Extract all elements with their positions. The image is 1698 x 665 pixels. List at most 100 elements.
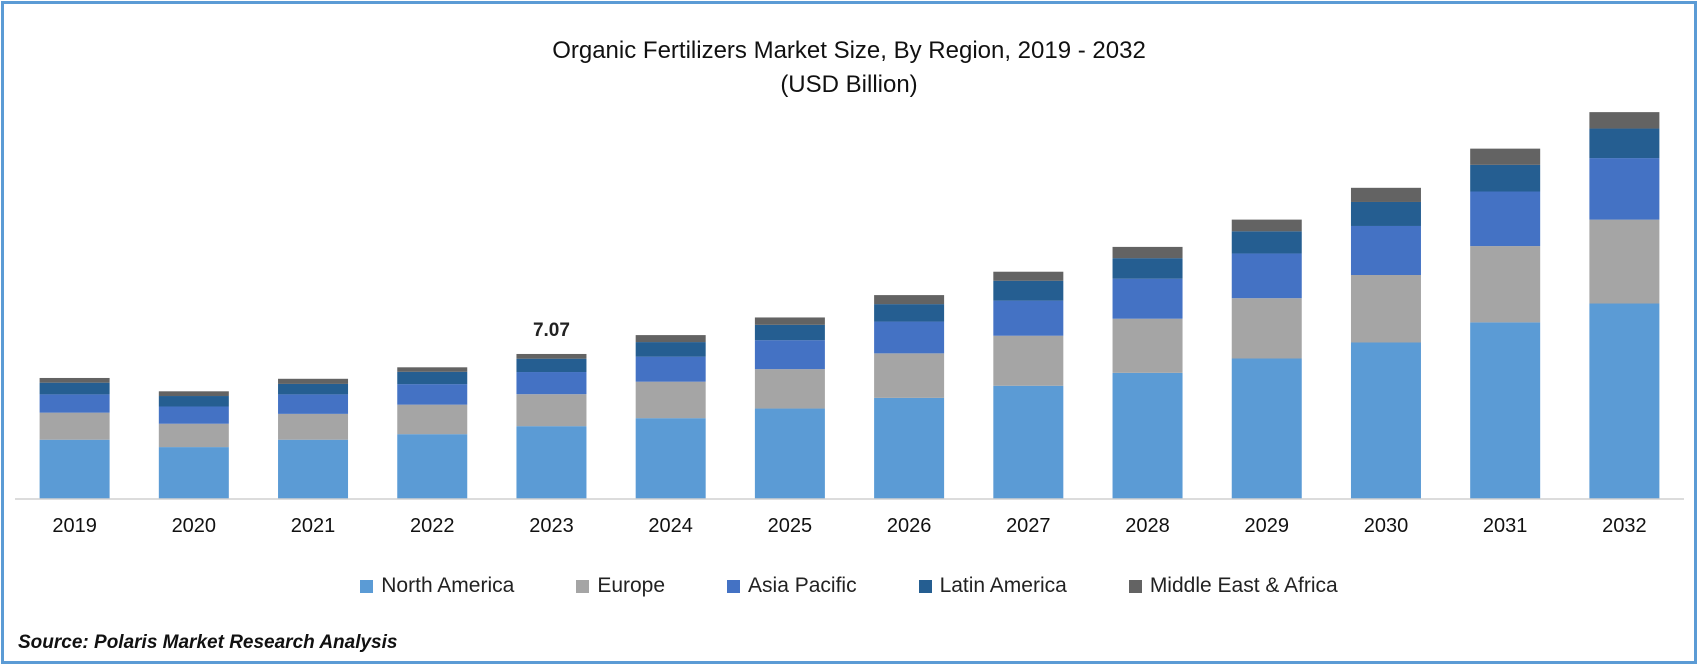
x-tick-labels-group: 2019 2020 2021 2022 2023 2024 2025 2026 2027 2028… [52, 515, 1646, 537]
bar-segment-2020-middle-east-africa [158, 391, 229, 397]
bar-segment-2029-north-america [1231, 358, 1302, 499]
x-tick-label: 2019 [52, 515, 97, 537]
bar-segment-2022-latin-america [397, 371, 468, 385]
bar-segment-2029-europe [1231, 298, 1302, 359]
bar-segment-2026-north-america [874, 397, 945, 499]
bar-segment-2020-europe [158, 423, 229, 448]
legend-item: Europe [576, 574, 665, 598]
bar-segment-2023-europe [516, 394, 587, 427]
x-tick-label: 2031 [1483, 515, 1528, 537]
data-labels-group: 7.07 [533, 320, 570, 341]
bar-segment-2024-middle-east-africa [635, 335, 706, 343]
bar-segment-2025-latin-america [754, 324, 825, 341]
x-tick-label: 2023 [529, 515, 574, 537]
bar-segment-2019-europe [39, 412, 110, 440]
bar-segment-2027-north-america [993, 385, 1064, 499]
bar-segment-2025-north-america [754, 408, 825, 499]
bars-group [39, 112, 1660, 499]
bar-segment-2025-middle-east-africa [754, 317, 825, 325]
bar-segment-2022-europe [397, 404, 468, 435]
legend-swatch [727, 579, 741, 593]
legend-label: Europe [597, 574, 666, 597]
legend-label: North America [381, 574, 515, 597]
bar-segment-2032-latin-america [1589, 128, 1660, 159]
bar-segment-2032-north-america [1589, 303, 1660, 499]
legend-item: Latin America [918, 574, 1067, 598]
bar-segment-2022-north-america [397, 434, 468, 499]
bar-segment-2019-asia-pacific [39, 394, 110, 413]
bar-segment-2030-europe [1350, 275, 1421, 343]
bar-segment-2022-asia-pacific [397, 384, 468, 405]
legend-item: North America [360, 574, 514, 598]
bar-segment-2032-europe [1589, 219, 1660, 304]
bar-segment-2027-asia-pacific [993, 300, 1064, 336]
bar-segment-2028-latin-america [1112, 258, 1183, 279]
bar-segment-2021-asia-pacific [278, 394, 349, 414]
bar-segment-2021-middle-east-africa [278, 378, 349, 384]
bar-segment-2031-latin-america [1470, 164, 1541, 192]
bar-segment-2024-europe [635, 381, 706, 419]
bar-segment-2023-latin-america [516, 358, 587, 373]
bar-segment-2032-middle-east-africa [1589, 112, 1660, 129]
bar-segment-2025-europe [754, 369, 825, 409]
bar-segment-2031-asia-pacific [1470, 191, 1541, 247]
legend-swatch [360, 579, 374, 593]
bar-segment-2029-latin-america [1231, 231, 1302, 254]
bar-segment-2026-asia-pacific [874, 321, 945, 354]
bar-segment-2019-latin-america [39, 382, 110, 395]
legend: North America Europe Asia Pacific Latin Ame… [4, 574, 1694, 598]
bar-segment-2023-asia-pacific [516, 372, 587, 395]
bar-segment-2024-latin-america [635, 342, 706, 357]
bar-segment-2031-middle-east-africa [1470, 148, 1541, 165]
legend-label: Latin America [939, 574, 1067, 597]
x-tick-label: 2027 [1006, 515, 1051, 537]
source-note: Source: Polaris Market Research Analysis [18, 632, 398, 653]
bar-segment-2023-north-america [516, 426, 587, 499]
bar-segment-2029-middle-east-africa [1231, 219, 1302, 232]
bar-segment-2020-north-america [158, 447, 229, 499]
chart-title-block: Organic Fertilizers Market Size, By Regi… [4, 34, 1694, 102]
bar-segment-2023-middle-east-africa [516, 353, 587, 359]
data-label: 7.07 [533, 320, 570, 341]
stacked-bar-chart: 2019 2020 2021 2022 2023 2024 2025 2026 2027 2028… [15, 112, 1684, 537]
legend-label: Asia Pacific [748, 574, 857, 597]
chart-subtitle: (USD Billion) [780, 71, 918, 98]
bar-segment-2028-asia-pacific [1112, 278, 1183, 319]
x-tick-label: 2024 [648, 515, 693, 537]
x-tick-label: 2022 [410, 515, 455, 537]
bar-segment-2026-latin-america [874, 304, 945, 322]
bar-segment-2025-asia-pacific [754, 340, 825, 370]
legend-swatch [576, 579, 590, 593]
legend-item: Asia Pacific [727, 574, 857, 598]
bar-segment-2024-north-america [635, 418, 706, 499]
bar-segment-2030-middle-east-africa [1350, 187, 1421, 202]
legend-swatch [1128, 579, 1142, 593]
bar-segment-2027-middle-east-africa [993, 271, 1064, 281]
bar-segment-2019-north-america [39, 439, 110, 499]
x-tick-label: 2028 [1125, 515, 1170, 537]
bar-segment-2028-north-america [1112, 372, 1183, 499]
x-tick-label: 2020 [172, 515, 217, 537]
bar-segment-2029-asia-pacific [1231, 253, 1302, 299]
bar-segment-2032-asia-pacific [1589, 158, 1660, 220]
bar-segment-2028-europe [1112, 318, 1183, 373]
x-tick-label: 2030 [1364, 515, 1409, 537]
legend-item: Middle East & Africa [1128, 574, 1338, 598]
bar-segment-2019-middle-east-africa [39, 377, 110, 383]
bar-segment-2021-europe [278, 413, 349, 440]
bar-segment-2022-middle-east-africa [397, 367, 468, 372]
bar-segment-2021-latin-america [278, 383, 349, 395]
bar-segment-2027-europe [993, 335, 1064, 386]
bar-segment-2026-middle-east-africa [874, 295, 945, 305]
x-tick-label: 2026 [887, 515, 932, 537]
x-tick-label: 2021 [291, 515, 336, 537]
bar-segment-2021-north-america [278, 439, 349, 499]
x-tick-label: 2025 [768, 515, 813, 537]
bar-segment-2028-middle-east-africa [1112, 246, 1183, 259]
bar-segment-2031-europe [1470, 246, 1541, 323]
bar-segment-2027-latin-america [993, 280, 1064, 301]
bar-segment-2020-asia-pacific [158, 406, 229, 424]
legend-swatch [918, 579, 932, 593]
chart-title: Organic Fertilizers Market Size, By Regi… [552, 37, 1146, 64]
